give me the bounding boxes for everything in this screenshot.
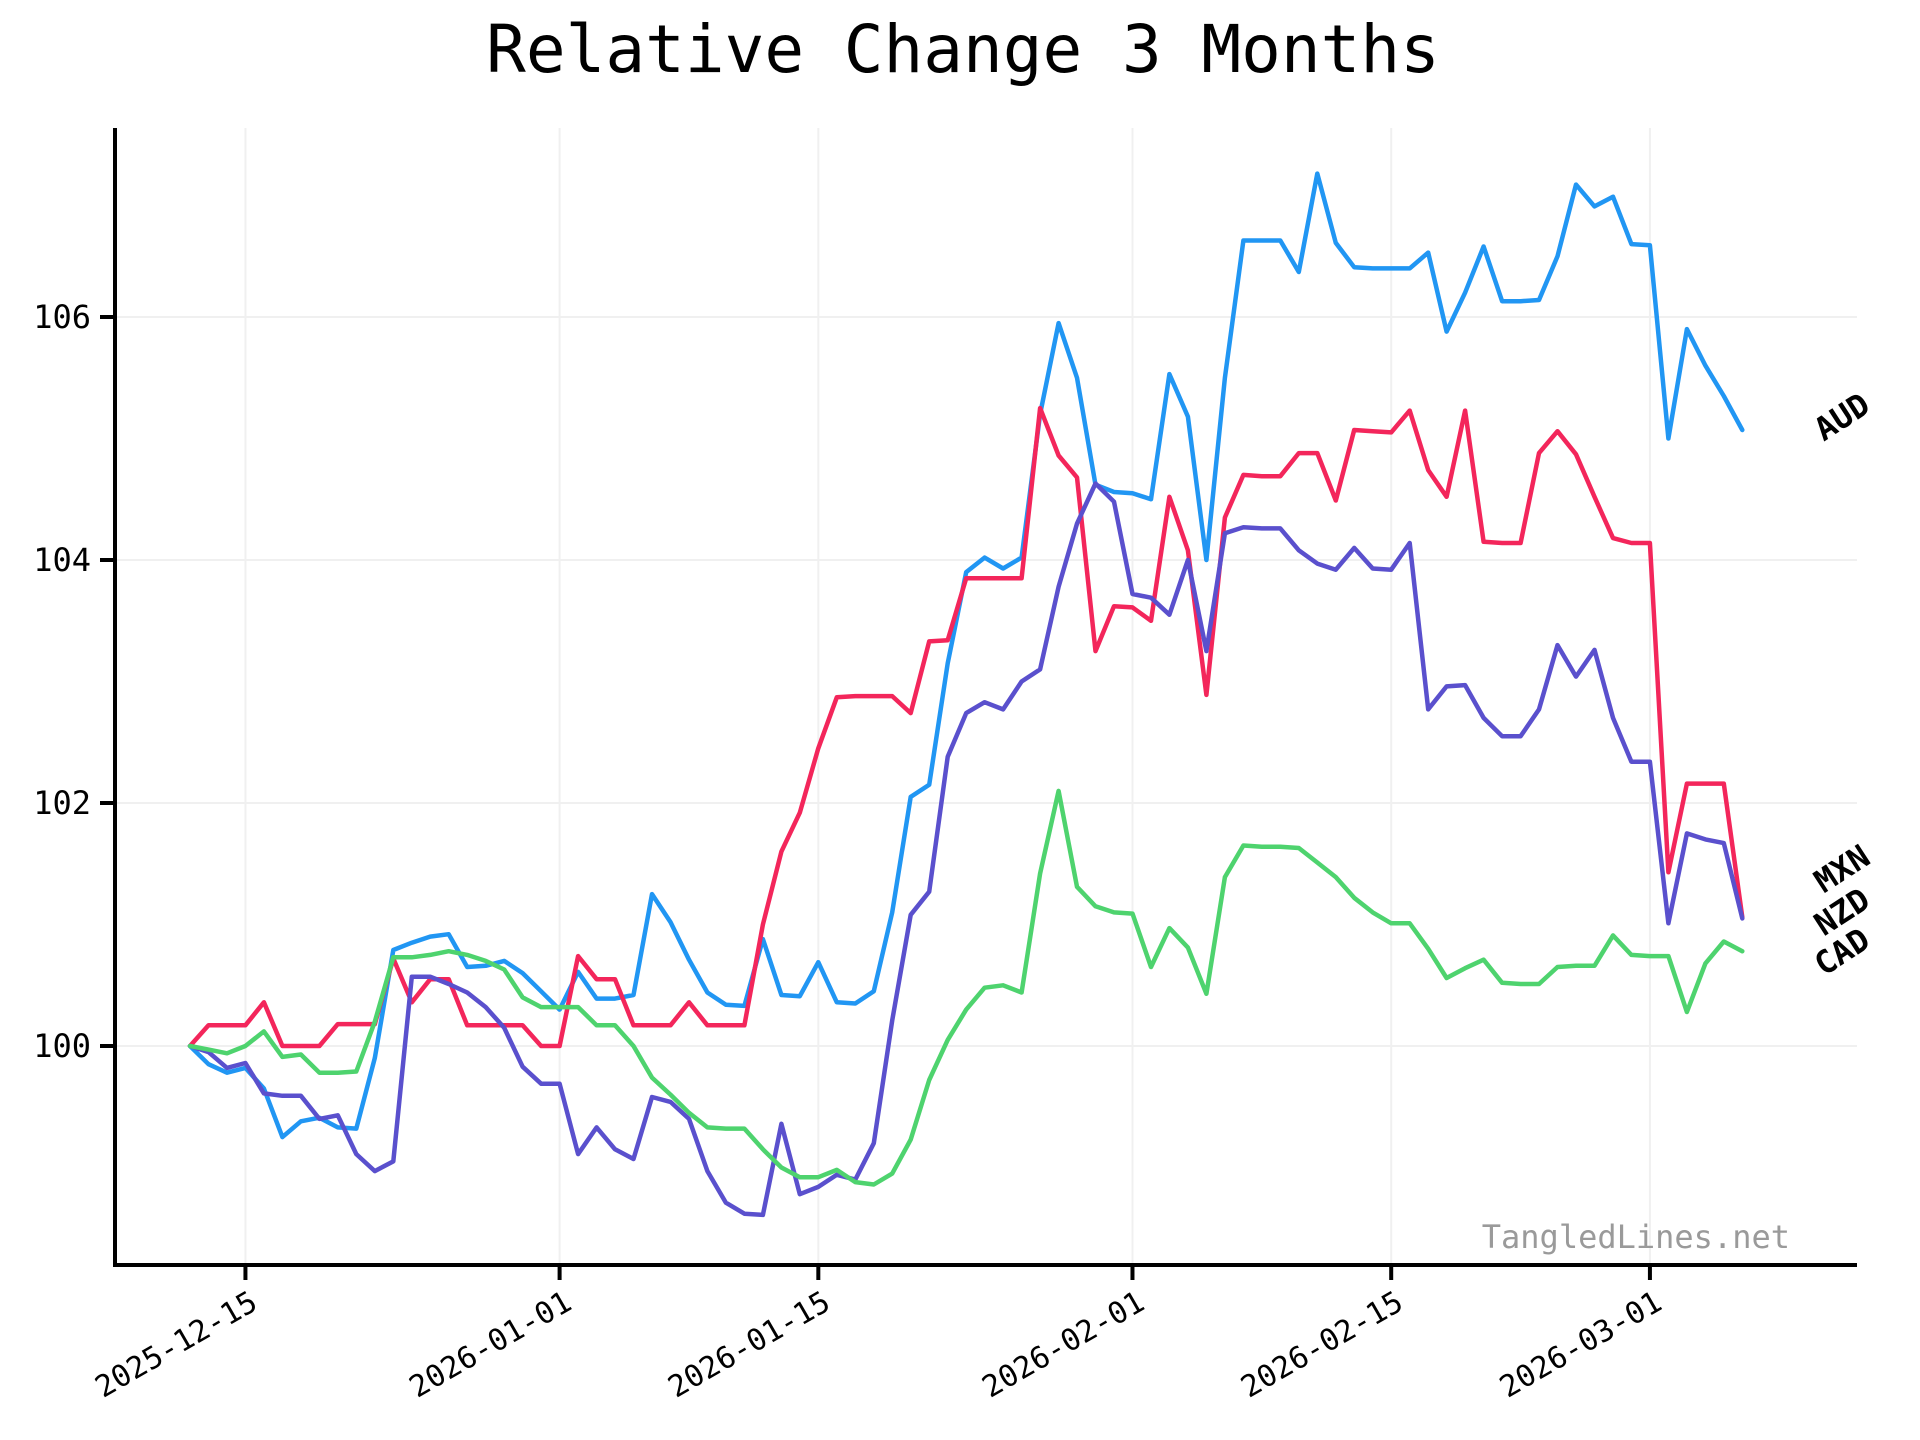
series-labels: AUD MXN NZD CAD: [1807, 385, 1876, 983]
x-tick-label-dec15: 2025-12-15: [90, 1285, 264, 1406]
chart-title: Relative Change 3 Months: [486, 11, 1440, 88]
gridlines: [115, 128, 1857, 1265]
x-tick-label-mar01: 2026-03-01: [1494, 1285, 1668, 1406]
x-tick-label-feb01: 2026-02-01: [977, 1285, 1151, 1406]
y-tick-label-104: 104: [33, 541, 91, 579]
y-tick-label-100: 100: [33, 1027, 91, 1065]
data-lines: [187, 171, 1745, 1218]
watermark-text: TangledLines.net: [1482, 1218, 1790, 1256]
y-tick-label-106: 106: [33, 298, 91, 336]
series-label-aud: AUD: [1807, 385, 1876, 448]
x-axis-tick-labels: 2025-12-15 2026-01-01 2026-01-15 2026-02…: [90, 1285, 1668, 1406]
axis-ticks: [100, 315, 1652, 1280]
x-tick-label-jan01: 2026-01-01: [404, 1285, 578, 1406]
x-tick-label-jan15: 2026-01-15: [662, 1285, 836, 1406]
series-label-cad: CAD: [1807, 920, 1876, 983]
y-axis-tick-labels: 100 102 104 106: [33, 298, 91, 1065]
y-tick-label-102: 102: [33, 784, 91, 822]
axes-spines: [113, 128, 1857, 1267]
x-tick-label-feb15: 2026-02-15: [1235, 1285, 1409, 1406]
